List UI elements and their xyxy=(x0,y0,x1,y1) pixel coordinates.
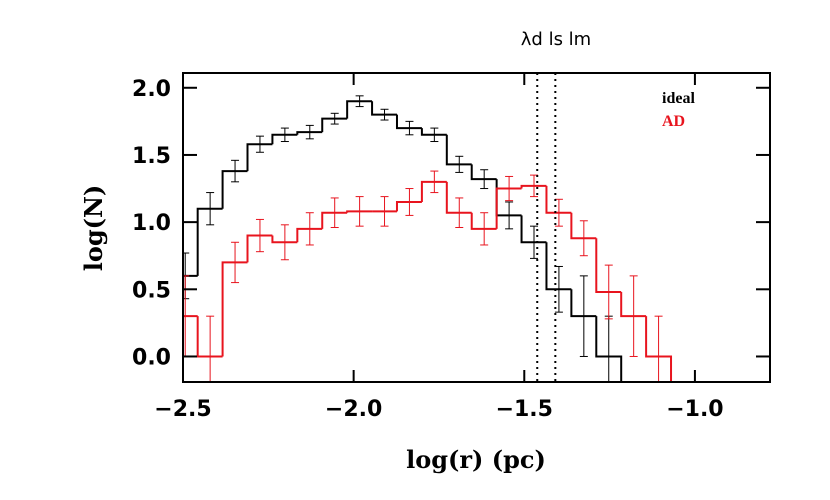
histogram-step xyxy=(520,184,547,189)
x-tick-label: −1.5 xyxy=(496,397,553,422)
histogram-step xyxy=(595,238,622,293)
histogram-step xyxy=(196,316,223,358)
histogram-step xyxy=(620,291,647,318)
histogram-step xyxy=(420,128,447,136)
x-tick-label: −2.0 xyxy=(325,397,382,422)
histogram-step xyxy=(395,200,422,212)
histogram-step xyxy=(495,187,522,229)
histogram-step xyxy=(371,101,397,116)
y-tick-label: 1.0 xyxy=(132,211,171,236)
histogram-step xyxy=(271,133,298,145)
y-tick-label: 1.5 xyxy=(132,144,171,169)
histogram-step xyxy=(271,235,298,244)
histogram-step xyxy=(346,210,373,213)
histogram-step xyxy=(321,117,348,133)
histogram-step xyxy=(221,261,248,357)
y-axis-label: log(N) xyxy=(79,185,108,272)
y-tick-label: 0.0 xyxy=(132,345,171,370)
histogram-step xyxy=(470,212,497,230)
histogram-step xyxy=(545,185,572,214)
plot-frame xyxy=(182,72,771,383)
histogram-step xyxy=(445,181,472,214)
histogram-step xyxy=(246,143,273,172)
histogram-step xyxy=(296,131,323,135)
histogram-step xyxy=(570,212,597,240)
legend-label: ideal xyxy=(662,90,695,107)
y-tick-label: 2.0 xyxy=(132,77,171,102)
histogram-step xyxy=(420,180,447,202)
x-tick-label: −1.0 xyxy=(666,397,723,422)
histogram-step xyxy=(246,234,273,263)
x-tick-label: −2.5 xyxy=(154,397,211,422)
histogram-step xyxy=(346,100,373,119)
histogram-step xyxy=(395,114,422,130)
histogram-step xyxy=(221,170,248,209)
histogram-step xyxy=(545,242,572,291)
histogram-step xyxy=(296,227,323,243)
legend-label: AD xyxy=(662,113,685,130)
histogram-step xyxy=(470,164,497,181)
histogram-step xyxy=(321,211,348,229)
histogram-step xyxy=(570,289,597,318)
scale-annotation: λd ls lm xyxy=(521,29,591,50)
x-axis-label: log(r) (pc) xyxy=(406,445,546,474)
histogram-step xyxy=(445,134,472,166)
histogram-step xyxy=(183,274,198,277)
histogram-step xyxy=(196,207,223,276)
histogram-step xyxy=(183,315,198,318)
y-tick-label: 0.5 xyxy=(132,278,171,303)
